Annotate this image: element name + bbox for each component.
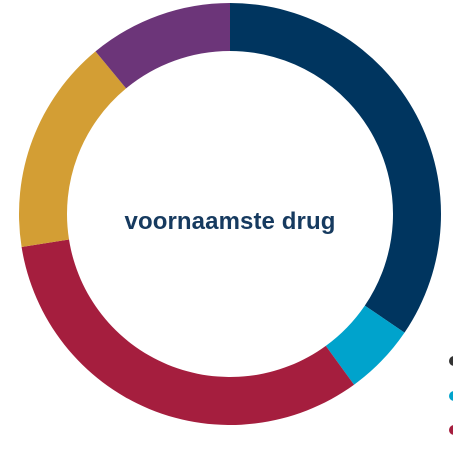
chart-center-label: voornaamste drug [124,208,336,235]
legend-marker [449,356,453,366]
donut-slice [18,51,127,248]
legend-marker [449,391,453,401]
donut-slice [230,3,441,333]
donut-slice [325,305,405,385]
donut-slice [21,239,355,425]
legend-marker [449,425,453,435]
donut-slice [95,3,230,89]
